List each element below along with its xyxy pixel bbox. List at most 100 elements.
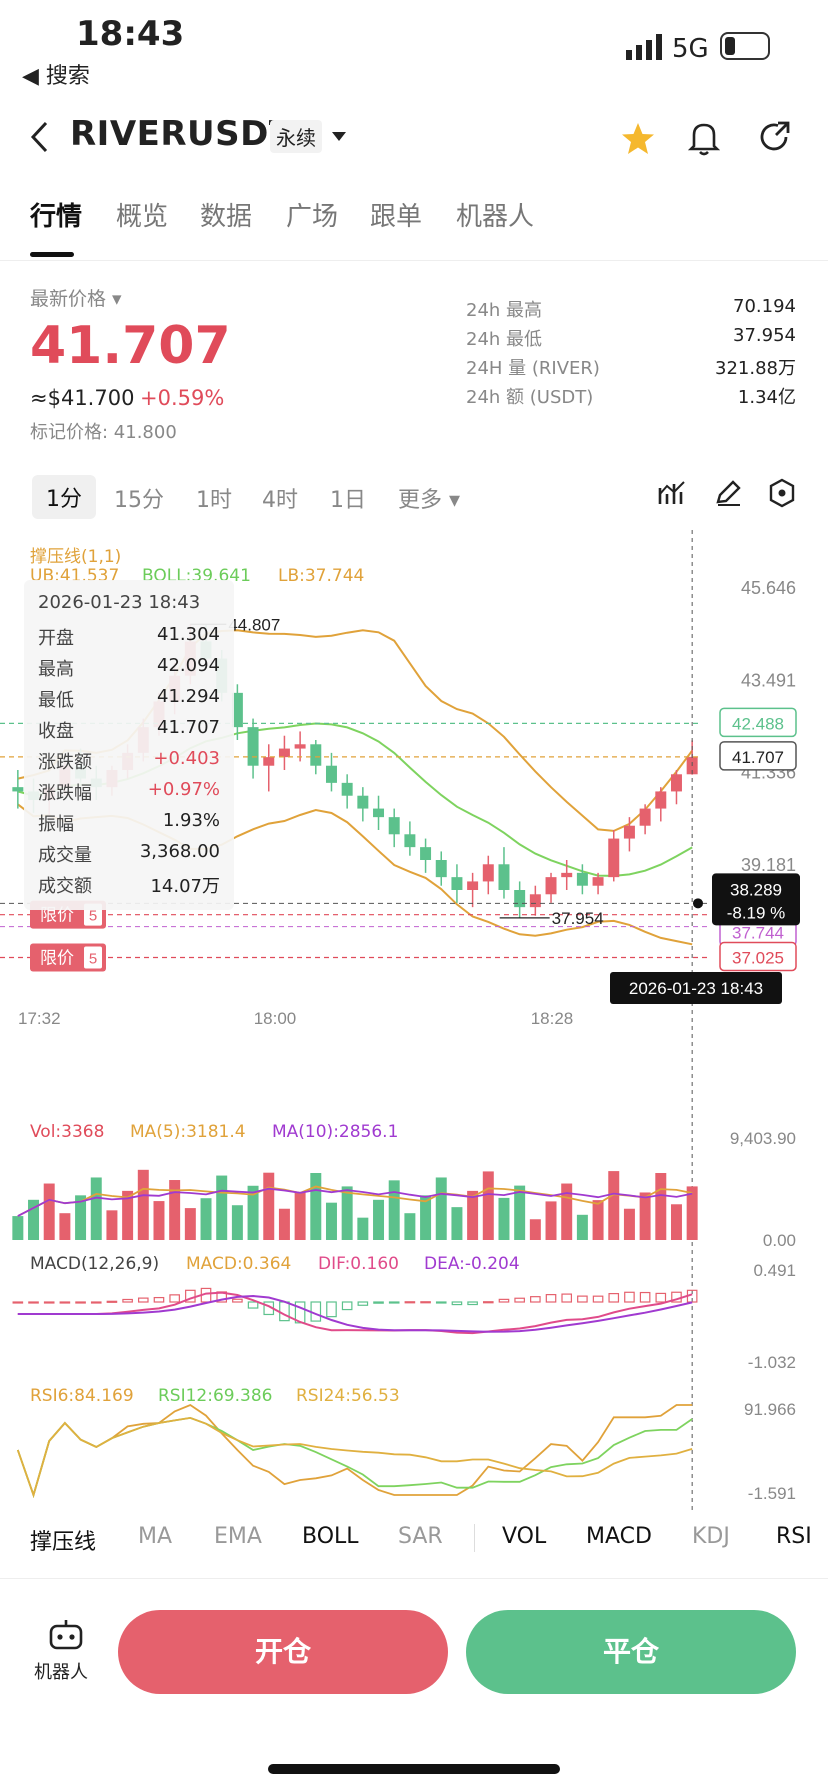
volume-bar xyxy=(137,1169,149,1240)
vol-ma10: MA(10):2856.1 xyxy=(272,1122,399,1142)
usd-price: ≈$41.700 xyxy=(30,386,135,410)
volume-bar xyxy=(278,1208,290,1240)
tab-data[interactable]: 数据 xyxy=(200,202,253,232)
rsi-axis-top: 91.966 xyxy=(744,1400,796,1419)
draw-icon[interactable] xyxy=(714,480,742,506)
dea-value: DEA:-0.204 xyxy=(424,1254,520,1274)
volume-bar xyxy=(325,1202,337,1240)
interval-15m[interactable]: 15分 xyxy=(114,488,164,513)
back-to-search[interactable]: ◀ 搜索 xyxy=(22,64,90,89)
ind-tab-ma[interactable]: MA xyxy=(138,1524,173,1549)
divider xyxy=(0,260,828,261)
boll-lb: LB:37.744 xyxy=(278,566,365,586)
symbol-title[interactable]: RIVERUSDT xyxy=(70,114,293,154)
volume-bar xyxy=(59,1213,71,1240)
candle-body xyxy=(514,890,526,908)
tab-market[interactable]: 行情 xyxy=(30,202,83,232)
candle-body xyxy=(278,748,290,758)
interval-1h[interactable]: 1时 xyxy=(196,488,232,513)
limit-price-tag: 37.025 xyxy=(732,949,784,968)
tooltip-row: 振幅 1.93% xyxy=(38,810,220,835)
macd-axis-bottom: -1.032 xyxy=(748,1353,796,1372)
macd-hist-bar xyxy=(561,1293,573,1303)
macd-hist-bar xyxy=(577,1295,588,1303)
close-position-button[interactable]: 平仓 xyxy=(466,1610,796,1694)
vol-ma10-line xyxy=(17,1187,693,1217)
stat-high-label: 24h 最高 xyxy=(466,300,543,321)
open-position-button[interactable]: 开仓 xyxy=(118,1610,448,1694)
ohlc-tooltip: 2026-01-23 18:43 开盘 41.304 最高 42.094 最低 41.… xyxy=(24,580,234,910)
bell-icon[interactable] xyxy=(688,120,720,156)
ind-tab-kdj[interactable]: KDJ xyxy=(692,1524,730,1549)
ind-tab-rsi[interactable]: RSI xyxy=(776,1524,812,1549)
macd-value: MACD:0.364 xyxy=(186,1254,292,1274)
tab-square[interactable]: 广场 xyxy=(286,202,339,232)
limit-order-count: 5 xyxy=(89,951,97,968)
ind-tab-vol[interactable]: VOL xyxy=(502,1524,547,1549)
ind-tab-ema[interactable]: EMA xyxy=(214,1524,262,1549)
macd-hist-bar xyxy=(310,1301,322,1322)
current-price-tag-bg xyxy=(719,741,797,771)
tooltip-row: 成交额 14.07万 xyxy=(38,876,220,897)
latest-price-label[interactable]: 最新价格 ▾ xyxy=(30,288,122,310)
macd-hist-bar xyxy=(137,1297,149,1303)
ind-tab-sar[interactable]: SAR xyxy=(398,1524,443,1549)
rsi24-line xyxy=(16,1416,693,1498)
ind-tab-boll[interactable]: BOLL xyxy=(302,1524,359,1549)
candle-body xyxy=(357,795,369,809)
macd-hist-bar xyxy=(90,1301,102,1304)
settings-icon[interactable] xyxy=(768,478,796,508)
macd-hist-bar xyxy=(43,1301,55,1304)
macd-hist-bar xyxy=(106,1300,118,1303)
macd-axis-top: 0.491 xyxy=(753,1261,796,1280)
macd-hist-bar xyxy=(247,1301,259,1309)
indicator-icon[interactable] xyxy=(658,480,686,506)
candle-body xyxy=(608,838,620,878)
macd-hist-bar xyxy=(498,1298,510,1303)
price-chart[interactable]: 45.64643.49141.33639.18137.02542.48841.7… xyxy=(0,530,828,1510)
candle-body xyxy=(623,825,635,839)
tab-robot[interactable]: 机器人 xyxy=(456,202,535,232)
macd-hist-bar xyxy=(75,1301,86,1304)
macd-hist-bar xyxy=(545,1294,557,1303)
volume-bar xyxy=(451,1207,463,1240)
interval-1d[interactable]: 1日 xyxy=(330,488,366,513)
macd-hist-bar xyxy=(404,1301,416,1304)
tab-copy-trade[interactable]: 跟单 xyxy=(370,202,423,232)
tab-overview[interactable]: 概览 xyxy=(116,202,169,232)
lb-price-tag: 37.744 xyxy=(732,924,784,943)
candle-body xyxy=(576,872,588,886)
ind-tab-support[interactable]: 撑压线 xyxy=(30,1530,97,1555)
volume-bar xyxy=(514,1185,526,1240)
limit-order-count-bg xyxy=(84,946,102,969)
macd-hist-bar xyxy=(624,1291,635,1303)
macd-hist-bar xyxy=(420,1301,431,1304)
back-arrow-icon[interactable] xyxy=(28,120,52,154)
chevron-down-icon[interactable] xyxy=(332,132,346,142)
volume-bar xyxy=(153,1201,165,1240)
robot-icon[interactable] xyxy=(48,1618,84,1652)
robot-label[interactable]: 机器人 xyxy=(34,1662,88,1683)
contract-type-badge[interactable]: 永续 xyxy=(270,120,322,153)
dif-value: DIF:0.160 xyxy=(318,1254,399,1274)
candle-body xyxy=(545,877,557,895)
interval-1m[interactable]: 1分 xyxy=(32,475,96,519)
star-icon[interactable] xyxy=(620,122,656,156)
macd-hist-bar xyxy=(592,1295,604,1303)
volume-bar xyxy=(686,1186,698,1240)
battery-icon xyxy=(720,32,770,60)
macd-hist-bar xyxy=(451,1301,463,1306)
price-axis-label: 45.646 xyxy=(741,578,796,598)
change-percent: +0.59% xyxy=(140,386,225,410)
tooltip-row: 涨跌额 +0.403 xyxy=(38,748,220,773)
volume-bar xyxy=(592,1200,604,1240)
share-icon[interactable] xyxy=(758,120,792,154)
interval-more[interactable]: 更多 ▾ xyxy=(398,488,461,513)
interval-4h[interactable]: 4时 xyxy=(262,488,298,513)
cross-tag-bg xyxy=(712,873,800,926)
volume-bar xyxy=(388,1180,400,1240)
ind-tab-macd[interactable]: MACD xyxy=(586,1524,652,1549)
volume-bar xyxy=(639,1192,651,1240)
macd-hist-bar xyxy=(122,1298,133,1303)
macd-hist-bar xyxy=(530,1296,541,1303)
